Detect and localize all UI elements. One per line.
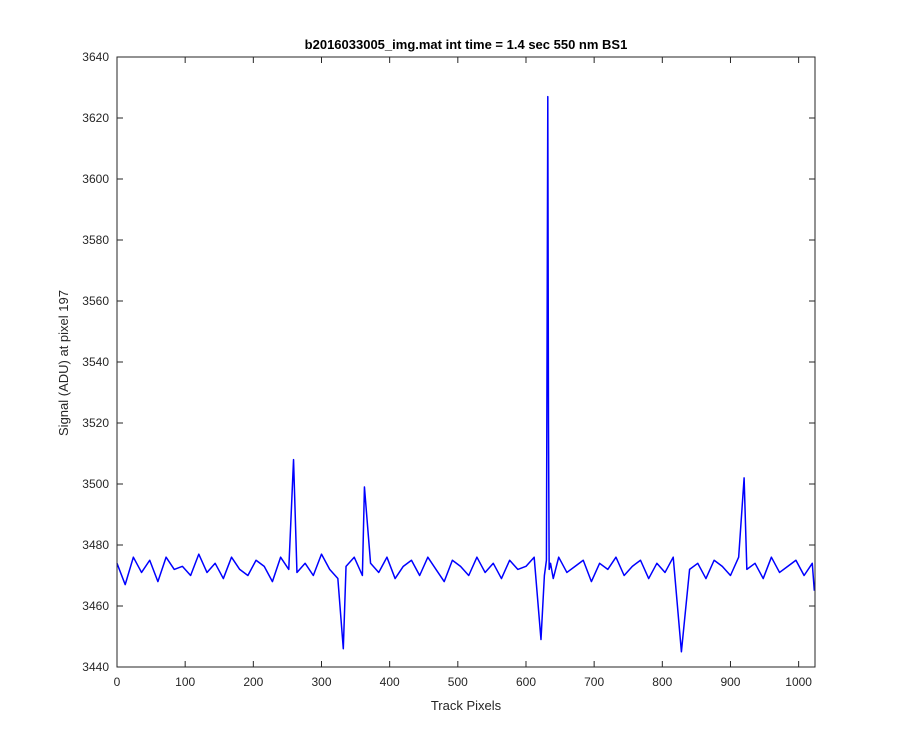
x-tick-label: 800: [652, 675, 672, 689]
series-line-1: [116, 95, 816, 653]
y-tick-label: 3540: [82, 355, 109, 369]
y-tick-label: 3620: [82, 111, 109, 125]
y-tick-label: 3640: [82, 50, 109, 64]
y-tick-label: 3440: [82, 660, 109, 674]
x-tick-label: 1000: [785, 675, 812, 689]
y-tick-label: 3460: [82, 599, 109, 613]
x-tick-label: 600: [516, 675, 536, 689]
y-tick-label: 3480: [82, 538, 109, 552]
plot-area: 0 100 200 300 400 500 600 700 800 900 1000 3440 3460…: [82, 50, 816, 689]
x-tick-label: 200: [243, 675, 263, 689]
y-tick-label: 3520: [82, 416, 109, 430]
y-tick-label: 3500: [82, 477, 109, 491]
x-tick-label: 100: [175, 675, 195, 689]
y-tick-label: 3600: [82, 172, 109, 186]
x-tick-label: 700: [584, 675, 604, 689]
y-tick-label: 3580: [82, 233, 109, 247]
x-tick-label: 900: [720, 675, 740, 689]
x-tick-label: 0: [114, 675, 121, 689]
x-tick-label: 400: [380, 675, 400, 689]
x-tick-label: 500: [448, 675, 468, 689]
y-tick-label: 3560: [82, 294, 109, 308]
x-axis-label: Track Pixels: [431, 698, 502, 713]
x-tick-label: 300: [311, 675, 331, 689]
y-axis-label: Signal (ADU) at pixel 197: [56, 290, 71, 436]
chart-title: b2016033005_img.mat int time = 1.4 sec 5…: [305, 37, 628, 52]
